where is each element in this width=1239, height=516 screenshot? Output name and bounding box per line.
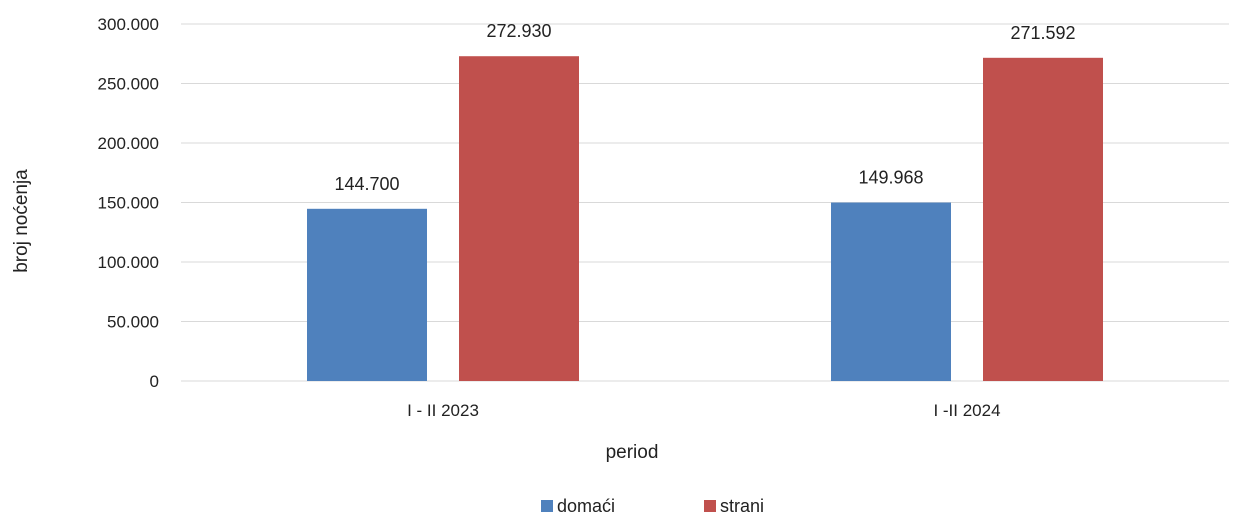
legend-label: strani [720,496,764,516]
legend-item-strani: strani [704,496,764,516]
y-axis-title: broj noćenja [11,169,32,273]
data-label: 271.592 [1010,23,1075,43]
legend-swatch [541,500,553,512]
bars [307,56,1103,382]
bar-domaći-0 [307,208,427,381]
y-tick-label: 200.000 [98,134,159,153]
data-label: 144.700 [334,174,399,194]
data-label: 149.968 [858,168,923,188]
bar-strani-0 [459,56,579,382]
legend: domaći strani [541,496,764,516]
y-tick-label: 0 [150,372,159,391]
legend-label: domaći [557,496,615,516]
bar-domaći-1 [831,202,951,381]
y-axis-tick-labels: 0 50.000 100.000 150.000 200.000 250.000 300.0… [98,15,159,391]
data-label: 272.930 [486,21,551,41]
y-tick-label: 50.000 [107,313,159,332]
x-tick-label: I - II 2023 [407,401,479,420]
y-tick-label: 300.000 [98,15,159,34]
x-axis-title: period [606,442,659,463]
bar-strani-1 [983,57,1103,382]
x-tick-label: I -II 2024 [933,401,1000,420]
y-tick-label: 150.000 [98,194,159,213]
y-tick-label: 250.000 [98,75,159,94]
x-axis-tick-labels: I - II 2023 I -II 2024 [407,401,1000,420]
legend-swatch [704,500,716,512]
legend-item-domaći: domaći [541,496,615,516]
data-labels: 144.700 272.930 149.968 271.592 [334,21,1075,194]
y-tick-label: 100.000 [98,253,159,272]
